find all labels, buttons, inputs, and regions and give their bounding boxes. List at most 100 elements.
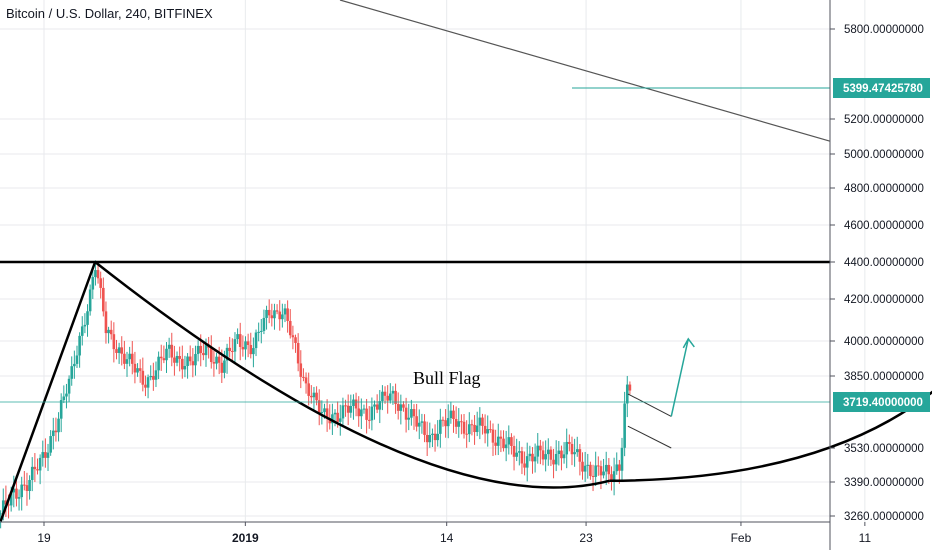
candle-body	[562, 454, 566, 459]
candle-body	[407, 417, 411, 420]
candle-body	[507, 437, 511, 445]
candle-body	[1, 500, 5, 514]
candle-body	[367, 419, 371, 421]
candle-body	[78, 335, 81, 356]
candle-body	[275, 310, 279, 312]
candle-body	[402, 404, 405, 408]
candle-body	[291, 335, 295, 338]
candle-body	[270, 315, 274, 319]
candle-body	[396, 404, 400, 411]
candle-body	[67, 378, 71, 394]
candle-body	[573, 452, 576, 455]
candle-body	[144, 384, 147, 388]
candles	[0, 260, 632, 529]
candle-body	[157, 356, 160, 371]
candle-body	[475, 425, 479, 433]
candle-body	[454, 419, 458, 427]
y-tick-label: 4800.00000000	[844, 183, 924, 195]
candle-body	[462, 421, 466, 434]
candle-body	[623, 403, 626, 448]
candle-body	[546, 449, 550, 455]
candle-body	[59, 400, 63, 419]
candle-body	[618, 464, 621, 471]
rising-trendline	[0, 261, 97, 522]
candle-body	[30, 466, 34, 481]
drawings: Bull Flag	[0, 0, 932, 522]
candle-body	[51, 430, 55, 437]
candle-body	[212, 362, 216, 364]
candle-body	[591, 475, 595, 477]
candle-body	[481, 417, 484, 426]
candle-body	[296, 342, 300, 364]
candle-body	[452, 410, 455, 420]
candle-body	[257, 331, 260, 333]
candle-body	[202, 353, 205, 356]
candle-body	[560, 450, 563, 459]
candle-body	[436, 433, 439, 441]
candle-body	[323, 408, 326, 413]
candle-body	[523, 463, 526, 468]
candle-body	[225, 347, 229, 361]
candle-body	[149, 375, 153, 378]
candle-body	[423, 421, 426, 435]
candle-body	[20, 484, 23, 498]
candle-body	[307, 383, 310, 396]
cup-curve-left	[94, 261, 610, 489]
candle-body	[262, 317, 266, 331]
candle-body	[4, 500, 8, 505]
candle-body	[520, 451, 524, 464]
candle-body	[528, 453, 532, 457]
y-tick-label: 5200.00000000	[844, 114, 924, 126]
candle-body	[312, 392, 316, 398]
candle-body	[91, 277, 95, 290]
candle-body	[531, 453, 534, 462]
candle-body	[57, 418, 60, 433]
candle-body	[457, 421, 461, 427]
candle-body	[75, 355, 79, 364]
candle-body	[46, 452, 50, 458]
candle-body	[478, 417, 482, 426]
candle-body	[549, 449, 553, 460]
candle-body	[133, 363, 137, 373]
candle-body	[399, 404, 403, 411]
candle-body	[578, 449, 582, 462]
candle-body	[204, 344, 208, 356]
candle-body	[231, 351, 234, 353]
candle-body	[344, 405, 347, 407]
candle-body	[460, 421, 463, 423]
candle-body	[467, 424, 471, 435]
candle-body	[544, 454, 547, 460]
candle-body	[12, 488, 16, 493]
candle-body	[336, 412, 339, 422]
candle-body	[536, 445, 540, 457]
candle-body	[346, 405, 350, 413]
x-tick-label: 14	[440, 531, 454, 545]
candle-body	[220, 362, 224, 373]
candle-body	[370, 406, 374, 421]
price-badge-label: 5399.47425780	[843, 83, 923, 95]
candle-body	[425, 434, 429, 443]
candle-body	[88, 289, 92, 312]
candle-body	[568, 441, 571, 444]
candle-body	[62, 396, 66, 401]
price-badge	[833, 77, 930, 98]
candle-body	[620, 447, 624, 471]
candle-body	[278, 311, 282, 320]
candle-body	[302, 376, 305, 378]
candle-body	[510, 437, 513, 447]
candle-body	[470, 424, 474, 426]
y-tick-label: 3530.00000000	[844, 443, 924, 455]
flag-upper-line	[627, 393, 672, 417]
candle-body	[554, 454, 558, 465]
candle-body	[557, 450, 561, 455]
candle-body	[154, 370, 158, 380]
candle-body	[130, 353, 134, 364]
candle-body	[162, 358, 166, 361]
y-tick-label: 4200.00000000	[844, 294, 924, 306]
candle-body	[28, 480, 31, 491]
candle-body	[357, 408, 361, 417]
candle-body	[265, 309, 268, 318]
candle-body	[602, 471, 605, 476]
candle-body	[415, 416, 418, 427]
